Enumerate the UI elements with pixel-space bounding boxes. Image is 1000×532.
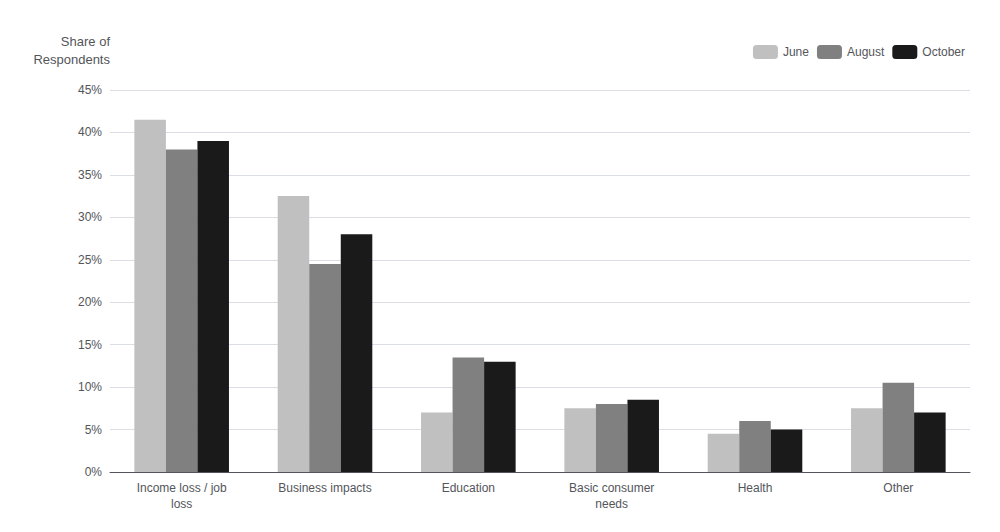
svg-text:Share of: Share of: [61, 34, 111, 49]
svg-text:0%: 0%: [85, 465, 103, 479]
svg-text:June: June: [783, 45, 809, 59]
svg-text:25%: 25%: [78, 253, 102, 267]
svg-text:loss: loss: [171, 497, 192, 511]
svg-text:40%: 40%: [78, 125, 102, 139]
svg-text:needs: needs: [595, 497, 628, 511]
svg-text:35%: 35%: [78, 168, 102, 182]
svg-text:30%: 30%: [78, 210, 102, 224]
svg-text:Income loss / job: Income loss / job: [137, 481, 227, 495]
svg-text:10%: 10%: [78, 380, 102, 394]
svg-text:Other: Other: [883, 481, 913, 495]
svg-text:45%: 45%: [78, 83, 102, 97]
svg-text:Basic consumer: Basic consumer: [569, 481, 654, 495]
svg-text:August: August: [847, 45, 885, 59]
svg-text:October: October: [922, 45, 965, 59]
svg-text:Health: Health: [738, 481, 773, 495]
svg-text:Business impacts: Business impacts: [278, 481, 371, 495]
svg-text:20%: 20%: [78, 295, 102, 309]
svg-text:Education: Education: [442, 481, 495, 495]
svg-text:5%: 5%: [85, 423, 103, 437]
svg-text:15%: 15%: [78, 338, 102, 352]
svg-text:Respondents: Respondents: [33, 52, 110, 67]
